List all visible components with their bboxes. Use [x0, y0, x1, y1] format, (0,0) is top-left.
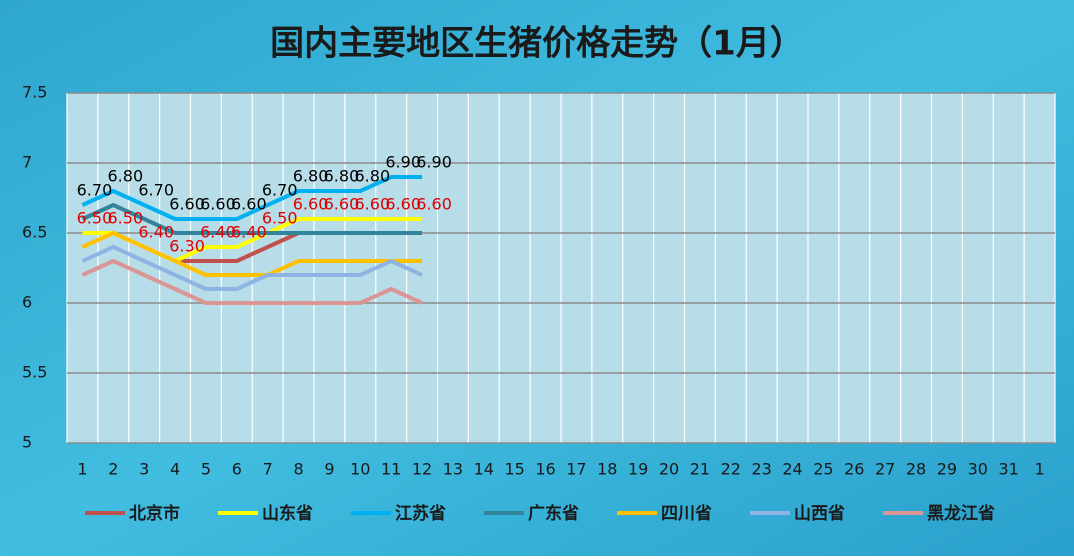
data-label: 6.80 [324, 167, 360, 186]
legend-label: 山西省 [794, 503, 845, 524]
data-label: 6.60 [355, 195, 391, 214]
lines [81, 175, 423, 305]
data-label: 6.30 [169, 237, 205, 256]
x-tick-label: 22 [721, 460, 741, 479]
x-tick-label: 2 [108, 460, 118, 479]
x-tick-label: 7 [263, 460, 273, 479]
data-label: 6.60 [231, 195, 267, 214]
x-tick-label: 11 [381, 460, 401, 479]
data-label: 6.40 [200, 223, 236, 242]
x-tick-label: 31 [999, 460, 1019, 479]
data-label: 6.80 [108, 167, 144, 186]
x-tick-label: 1 [1034, 460, 1044, 479]
data-label: 6.50 [77, 209, 113, 228]
x-tick-label: 5 [201, 460, 211, 479]
x-tick-label: 23 [752, 460, 772, 479]
grid [66, 92, 1056, 444]
x-tick-label: 21 [690, 460, 710, 479]
data-label: 6.40 [138, 223, 174, 242]
data-label: 6.50 [262, 209, 298, 228]
y-tick-label: 7 [22, 153, 32, 172]
legend-label: 黑龙江省 [927, 503, 995, 524]
x-tick-label: 18 [597, 460, 617, 479]
data-label: 6.60 [169, 195, 205, 214]
x-tick-label: 4 [170, 460, 180, 479]
series-line [81, 259, 423, 305]
x-tick-label: 6 [232, 460, 242, 479]
x-tick-label: 15 [505, 460, 525, 479]
data-label: 6.90 [416, 153, 452, 172]
series-line [81, 245, 423, 291]
data-label: 6.60 [385, 195, 421, 214]
y-tick-label: 5.5 [22, 363, 47, 382]
x-tick-label: 13 [443, 460, 463, 479]
data-label: 6.60 [293, 195, 329, 214]
x-tick-label: 25 [813, 460, 833, 479]
x-tick-label: 12 [412, 460, 432, 479]
data-label: 6.90 [385, 153, 421, 172]
x-tick-label: 20 [659, 460, 679, 479]
series-line [81, 203, 423, 235]
legend-label: 江苏省 [395, 503, 446, 524]
x-tick-label: 8 [293, 460, 303, 479]
x-tick-label: 3 [139, 460, 149, 479]
x-tick-label: 30 [968, 460, 988, 479]
x-tick-label: 27 [875, 460, 895, 479]
x-tick-label: 16 [535, 460, 555, 479]
data-label: 6.70 [262, 181, 298, 200]
series-line [81, 231, 423, 277]
data-label: 6.60 [200, 195, 236, 214]
x-tick-label: 1 [77, 460, 87, 479]
x-tick-label: 28 [906, 460, 926, 479]
x-tick-label: 17 [566, 460, 586, 479]
data-label: 6.50 [108, 209, 144, 228]
x-tick-label: 29 [937, 460, 957, 479]
data-label: 6.40 [231, 223, 267, 242]
x-tick-label: 9 [324, 460, 334, 479]
x-tick-label: 24 [782, 460, 802, 479]
data-label: 6.60 [416, 195, 452, 214]
labels: 55.566.577.51 2 3 4 5 6 7 8 9 10 11 12 13 14 15 16 17 18 1… [22, 83, 1045, 479]
y-tick-label: 5 [22, 433, 32, 452]
chart-title: 国内主要地区生猪价格走势（1月） [270, 24, 804, 64]
legend-label: 北京市 [129, 503, 180, 524]
y-tick-label: 6 [22, 293, 32, 312]
legend-label: 四川省 [661, 503, 712, 524]
y-tick-label: 7.5 [22, 83, 47, 102]
x-tick-label: 19 [628, 460, 648, 479]
data-label: 6.70 [138, 181, 174, 200]
series-line [81, 175, 423, 221]
data-label: 6.60 [324, 195, 360, 214]
data-label: 6.80 [355, 167, 391, 186]
y-tick-label: 6.5 [22, 223, 47, 242]
x-tick-label: 10 [350, 460, 370, 479]
x-tick-label: 14 [474, 460, 494, 479]
x-tick-label: 26 [844, 460, 864, 479]
data-label: 6.70 [77, 181, 113, 200]
legend: 北京市 山东省 江苏省 广东省 四川省 山西省 黑龙江省 [85, 503, 995, 524]
legend-label: 山东省 [262, 503, 313, 524]
series-line [175, 231, 300, 263]
data-label: 6.80 [293, 167, 329, 186]
legend-label: 广东省 [528, 503, 579, 524]
